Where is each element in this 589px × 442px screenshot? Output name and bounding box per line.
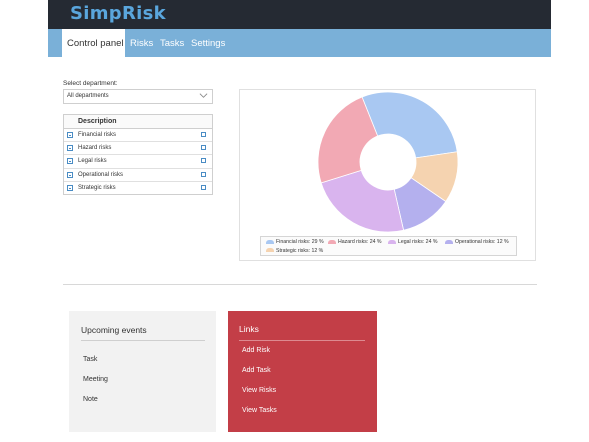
chevron-down-icon: [199, 93, 208, 98]
description-table-header: Description: [64, 115, 212, 129]
links-title: Links: [239, 324, 259, 334]
donut-slice-hazard-risks[interactable]: [317, 96, 379, 184]
event-item-task[interactable]: Task: [83, 356, 98, 363]
legend-item: Legal risks: 24 %: [388, 238, 438, 246]
donut-slice-financial-risks[interactable]: [361, 91, 458, 159]
tab-tasks[interactable]: Tasks: [160, 38, 185, 49]
risk-chart-panel: Financial risks: 29 % Hazard risks: 24 %…: [239, 89, 536, 261]
table-row[interactable]: Strategic risks: [64, 182, 212, 194]
legend-swatch: [266, 239, 274, 244]
upcoming-events-panel: Upcoming events Task Meeting Note: [69, 311, 216, 432]
department-select[interactable]: All departments: [63, 89, 213, 104]
table-row[interactable]: Hazard risks: [64, 142, 212, 156]
chart-legend: Financial risks: 29 % Hazard risks: 24 %…: [260, 236, 517, 256]
description-table: Description Financial risks Hazard risks…: [63, 114, 213, 195]
department-select-value: All departments: [67, 93, 109, 99]
expand-icon[interactable]: [67, 184, 73, 191]
calendar-icon[interactable]: [201, 158, 206, 164]
event-item-meeting[interactable]: Meeting: [83, 376, 108, 383]
expand-icon[interactable]: [67, 145, 73, 152]
section-divider: [63, 284, 537, 285]
links-panel: Links Add Risk Add Task View Risks View …: [228, 311, 377, 432]
row-label: Legal risks: [78, 158, 107, 165]
legend-swatch: [266, 248, 274, 253]
calendar-icon[interactable]: [201, 184, 206, 190]
row-label: Hazard risks: [78, 145, 112, 152]
department-label: Select department:: [63, 80, 118, 87]
table-row[interactable]: Legal risks: [64, 155, 212, 169]
add-risk-link[interactable]: Add Risk: [242, 347, 271, 354]
table-row[interactable]: Operational risks: [64, 169, 212, 182]
legend-item: Strategic risks: 12 %: [266, 247, 323, 255]
upcoming-events-title: Upcoming events: [81, 325, 147, 335]
calendar-icon[interactable]: [201, 145, 206, 151]
calendar-icon[interactable]: [201, 171, 206, 177]
event-item-note[interactable]: Note: [83, 396, 98, 403]
expand-icon[interactable]: [67, 132, 73, 138]
expand-icon[interactable]: [67, 171, 73, 178]
expand-icon[interactable]: [67, 158, 73, 165]
legend-item: Hazard risks: 24 %: [328, 238, 382, 246]
app-logo[interactable]: SimpRisk: [70, 3, 166, 24]
calendar-icon[interactable]: [201, 132, 206, 137]
main-nav: Control panel Risks Tasks Settings: [48, 29, 551, 57]
donut-slice-legal-risks[interactable]: [320, 169, 405, 233]
app-header: SimpRisk: [48, 0, 551, 29]
row-label: Operational risks: [78, 171, 124, 178]
tab-settings[interactable]: Settings: [191, 38, 226, 49]
divider: [81, 340, 205, 341]
risk-donut-chart: [317, 91, 459, 233]
view-tasks-link[interactable]: View Tasks: [242, 407, 277, 414]
tab-control-panel[interactable]: Control panel: [62, 29, 125, 57]
legend-swatch: [445, 239, 453, 244]
legend-swatch: [328, 239, 336, 244]
legend-item: Operational risks: 12 %: [445, 238, 509, 246]
tab-risks[interactable]: Risks: [130, 38, 154, 49]
divider: [239, 340, 365, 341]
table-row[interactable]: Financial risks: [64, 129, 212, 143]
row-label: Financial risks: [78, 132, 117, 138]
legend-item: Financial risks: 29 %: [266, 238, 324, 246]
row-label: Strategic risks: [78, 184, 116, 191]
view-risks-link[interactable]: View Risks: [242, 387, 277, 394]
legend-swatch: [388, 239, 396, 244]
add-task-link[interactable]: Add Task: [242, 367, 271, 374]
